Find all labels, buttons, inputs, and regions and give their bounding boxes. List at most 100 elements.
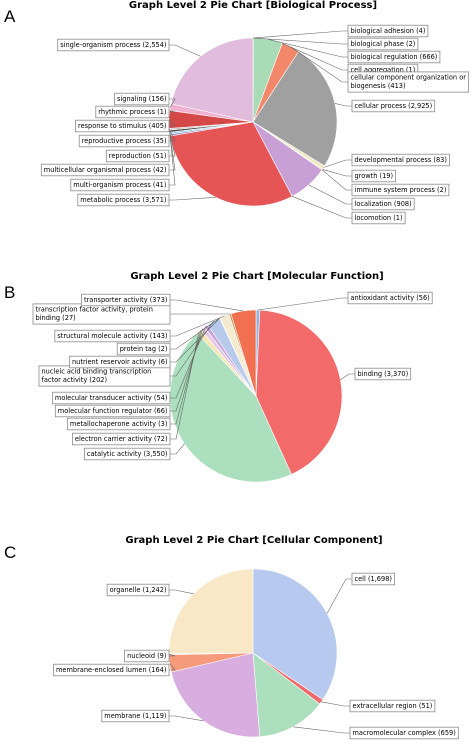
leader-line	[170, 325, 207, 399]
pie-slice	[170, 652, 261, 738]
slice-label-text: locomotion (1)	[355, 214, 403, 222]
slice-label-text: single-organism process (2,554)	[60, 41, 166, 49]
slice-label-text: molecular function regulator (66)	[58, 407, 168, 415]
slice-label-text: antioxidant activity (56)	[351, 294, 430, 302]
slice-label-text: factor activity (202)	[42, 376, 108, 384]
leader-line	[169, 589, 194, 595]
slice-label: signaling (156)	[114, 92, 176, 108]
slice-label-text: binding (27)	[36, 314, 76, 322]
leader-line	[168, 119, 176, 127]
slice-label: membrane (1,119)	[101, 709, 204, 723]
slice-label-text: rhythmic process (1)	[98, 108, 166, 116]
slice-label: reproductive process (35)	[78, 129, 176, 148]
pie-slice	[170, 37, 254, 123]
slice-label: extracellular region (51)	[321, 699, 436, 713]
slice-label: nucleoid (9)	[124, 649, 176, 663]
slice-label: single-organism process (2,554)	[57, 38, 201, 57]
slice-label-text: catalytic activity (3,550)	[87, 450, 168, 458]
leader-line	[169, 715, 204, 722]
pie-labels: biological adhesion (4) biological phase …	[40, 24, 469, 225]
leader-line	[169, 131, 176, 157]
chart-title-b: Graph Level 2 Pie Chart [Molecular Funct…	[130, 271, 383, 282]
slice-label-text: transporter activity (373)	[84, 296, 167, 304]
slice-label-text: protein tag (2)	[120, 345, 168, 353]
pie-labels: antioxidant activity (56) binding (3,370)…	[32, 291, 433, 461]
slice-label-text: nucleic acid binding transcription	[42, 368, 152, 376]
slice-label: transporter activity (373)	[81, 293, 244, 312]
leader-line	[291, 196, 352, 219]
slice-label: binding (3,370)	[340, 367, 412, 381]
slice-label-text: cell aggregation (1)	[351, 66, 416, 74]
leader-line	[169, 98, 176, 108]
slice-label: biological adhesion (4)	[253, 24, 429, 39]
slice-label: immune system process (2)	[321, 169, 450, 197]
slice-label: protein tag (2)	[116, 317, 221, 356]
slice-label: cellular component organization orbiogen…	[290, 46, 469, 93]
slice-label: cell (1,698)	[326, 572, 395, 614]
slice-label-text: nucleoid (9)	[127, 652, 166, 660]
leader-line	[253, 37, 348, 45]
leader-line	[170, 329, 202, 425]
slice-label: cellular process (2,925)	[334, 99, 436, 113]
slice-label-text: membrane (1,119)	[104, 712, 166, 720]
slice-label: organelle (1,242)	[106, 583, 194, 597]
pie-labels: cell (1,698) extracellular region (51) mac…	[53, 572, 459, 740]
leader-line	[282, 43, 348, 71]
slice-label-text: growth (19)	[355, 172, 394, 180]
slice-label-text: cell (1,698)	[355, 575, 392, 583]
slice-label-text: multi-organism process (41)	[73, 181, 166, 189]
slice-label: electron carrier activity (72)	[72, 331, 200, 446]
slice-label-text: biogenesis (413)	[351, 82, 406, 90]
slice-label: multicellular organismal process (42)	[40, 133, 176, 177]
slice-label: nutrient reservoir activity (6)	[69, 317, 221, 369]
slice-label: reproduction (51)	[105, 131, 176, 163]
slice-label: biological phase (2)	[253, 37, 419, 51]
slice-label-text: electron carrier activity (72)	[75, 435, 168, 443]
pie-slice	[168, 568, 254, 654]
slice-label-text: metallochaperone activity (3)	[70, 420, 168, 428]
slice-label-text: biological regulation (666)	[351, 53, 438, 61]
pie-slice	[169, 121, 293, 207]
slice-label-text: transcription factor activity, protein	[36, 306, 153, 314]
slice-label-text: structural molecule activity (143)	[57, 332, 167, 340]
slice-label-text: immune system process (2)	[355, 186, 447, 194]
slice-label: metallochaperone activity (3)	[67, 329, 202, 431]
panel-a: A Graph Level 2 Pie Chart [Biological Pr…	[4, 0, 469, 225]
leader-line	[170, 317, 221, 350]
slice-label-text: biological adhesion (4)	[351, 27, 426, 35]
leader-line	[170, 328, 204, 412]
leader-line	[334, 103, 352, 107]
slice-label: transcription factor activity, proteinbi…	[32, 303, 231, 325]
leader-line	[169, 110, 176, 113]
pie-slice	[230, 309, 257, 397]
panel-c: C Graph Level 2 Pie Chart [Cellular Comp…	[4, 535, 459, 740]
leader-line	[169, 44, 201, 57]
slice-label-text: cellular component organization or	[351, 74, 467, 82]
leader-line	[326, 578, 352, 614]
leader-line	[169, 133, 176, 171]
slice-label: response to stimulus (405)	[75, 119, 176, 133]
pie-slice	[252, 652, 321, 738]
leader-line	[257, 297, 348, 311]
panel-label-c: C	[4, 543, 16, 562]
leader-line	[170, 331, 200, 440]
leader-line	[322, 169, 352, 177]
slice-label-text: reproduction (51)	[109, 152, 167, 160]
slice-label-text: biological phase (2)	[351, 40, 416, 48]
leader-line	[340, 373, 355, 380]
leader-line	[168, 653, 176, 657]
leader-line	[293, 726, 350, 734]
leader-line	[169, 663, 176, 671]
slice-label-text: molecular transducer activity (54)	[55, 394, 168, 402]
slice-label-text: nutrient reservoir activity (6)	[72, 358, 168, 366]
slice-label: antioxidant activity (56)	[257, 291, 433, 311]
leader-line	[321, 701, 350, 707]
slice-label-text: metabolic process (3,571)	[80, 196, 166, 204]
slice-label: metabolic process (3,571)	[77, 193, 216, 207]
chart-title-a: Graph Level 2 Pie Chart [Biological Proc…	[129, 0, 377, 11]
slice-label-text: reproductive process (35)	[82, 137, 167, 145]
pie-slices	[168, 568, 338, 738]
leader-line	[290, 46, 348, 83]
slice-label-text: macromolecular complex (659)	[353, 729, 456, 737]
panel-label-b: B	[4, 283, 15, 302]
